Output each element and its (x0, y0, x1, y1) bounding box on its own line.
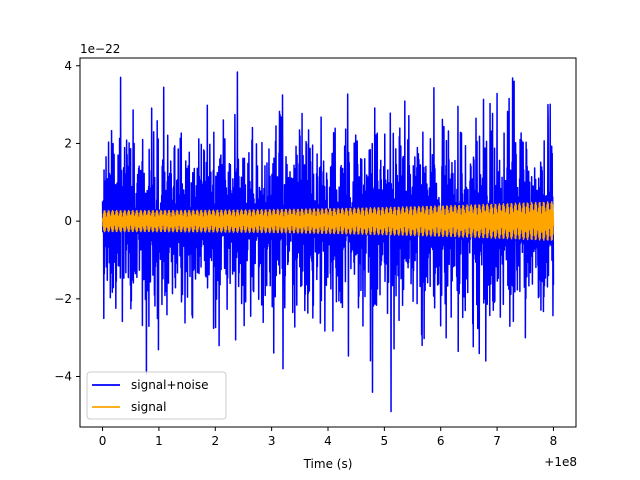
y-tick-label: −4 (54, 370, 72, 384)
series-group (101, 71, 555, 413)
y-tick-label: 2 (64, 136, 72, 150)
legend: signal+noise signal (86, 371, 227, 420)
legend-frame (86, 371, 227, 420)
legend-label-signal: signal (131, 400, 167, 414)
x-offset-label: +1e8 (544, 455, 577, 469)
y-tick-label: 0 (64, 214, 72, 228)
plot-area (101, 71, 555, 413)
x-tick-label: 5 (381, 434, 389, 448)
legend-label-signal-noise: signal+noise (131, 378, 208, 392)
series-line-signal (101, 201, 555, 241)
x-tick-label: 3 (268, 434, 276, 448)
x-tick-label: 4 (324, 434, 332, 448)
x-tick-label: 0 (99, 434, 107, 448)
x-tick-label: 1 (155, 434, 163, 448)
x-tick-label: 6 (437, 434, 445, 448)
y-tick-label: 4 (64, 59, 72, 73)
axes: 0 1 2 3 4 5 6 7 8 −4 −2 0 2 4 (54, 57, 577, 448)
y-scale-label: 1e−22 (80, 42, 120, 56)
x-axis-label: Time (s) (303, 457, 353, 471)
y-tick-label: −2 (54, 292, 72, 306)
x-tick-label: 2 (211, 434, 219, 448)
x-tick-label: 7 (493, 434, 501, 448)
x-tick-label: 8 (550, 434, 558, 448)
